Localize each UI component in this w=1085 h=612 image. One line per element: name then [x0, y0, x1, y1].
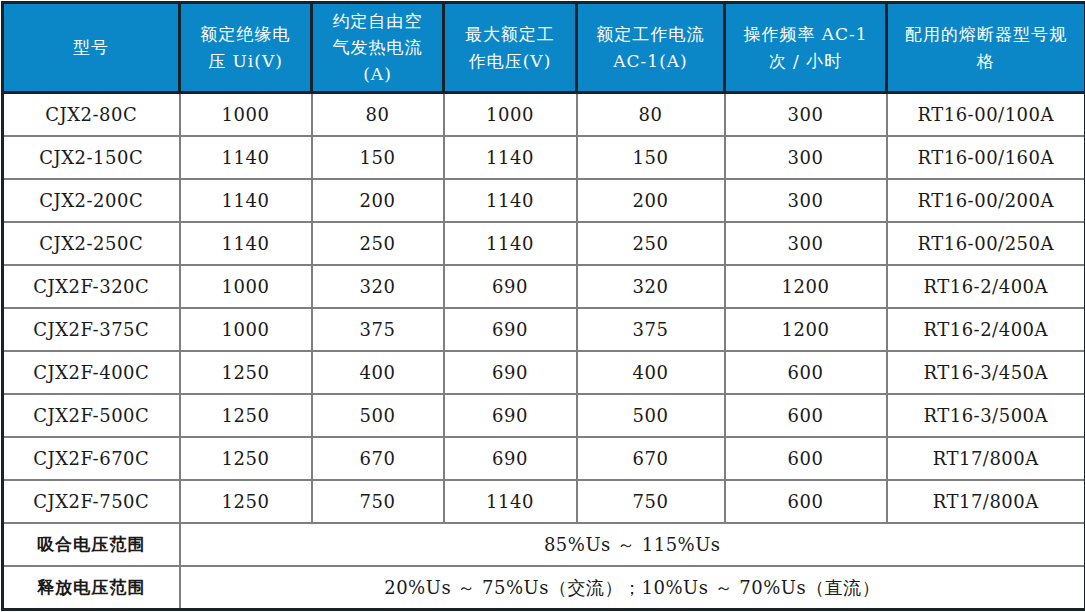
- value-cell: 1000: [180, 265, 312, 308]
- value-cell: 1250: [180, 437, 312, 480]
- value-cell: 375: [312, 308, 444, 351]
- table-row: CJX2-250C11402501140250300RT16-00/250A: [3, 222, 1085, 265]
- contactor-spec-table: 型号 额定绝缘电压 Ui(V) 约定自由空气发热电流(A) 最大额定工作电压(V…: [1, 1, 1085, 611]
- value-cell: 200: [312, 179, 444, 222]
- model-cell: CJX2-250C: [3, 222, 180, 265]
- value-cell: 690: [444, 394, 577, 437]
- model-cell: CJX2-200C: [3, 179, 180, 222]
- value-cell: 690: [444, 437, 577, 480]
- value-cell: RT16-00/250A: [887, 222, 1085, 265]
- value-cell: 250: [312, 222, 444, 265]
- value-cell: 80: [577, 93, 725, 136]
- table-row: CJX2F-320C10003206903201200RT16-2/400A: [3, 265, 1085, 308]
- value-cell: 400: [312, 351, 444, 394]
- value-cell: RT16-2/400A: [887, 265, 1085, 308]
- value-cell: 80: [312, 93, 444, 136]
- value-cell: 600: [725, 480, 887, 523]
- value-cell: 1250: [180, 394, 312, 437]
- value-cell: 600: [725, 437, 887, 480]
- pickup-voltage-label: 吸合电压范围: [3, 523, 180, 566]
- model-cell: CJX2-80C: [3, 93, 180, 136]
- table-row: CJX2F-400C1250400690400600RT16-3/450A: [3, 351, 1085, 394]
- table-row: CJX2F-500C1250500690500600RT16-3/500A: [3, 394, 1085, 437]
- value-cell: 375: [577, 308, 725, 351]
- value-cell: 1000: [180, 93, 312, 136]
- value-cell: 300: [725, 93, 887, 136]
- value-cell: RT16-00/160A: [887, 136, 1085, 179]
- col-header-conventional-free-air-thermal-current: 约定自由空气发热电流(A): [312, 3, 444, 93]
- value-cell: 400: [577, 351, 725, 394]
- value-cell: 1140: [444, 480, 577, 523]
- table-row: CJX2-80C100080100080300RT16-00/100A: [3, 93, 1085, 136]
- value-cell: 1140: [444, 136, 577, 179]
- value-cell: 250: [577, 222, 725, 265]
- value-cell: RT16-3/450A: [887, 351, 1085, 394]
- value-cell: 1140: [180, 222, 312, 265]
- release-voltage-row: 释放电压范围 20%Us ～ 75%Us（交流）；10%Us ～ 70%Us（直…: [3, 566, 1085, 609]
- release-voltage-value: 20%Us ～ 75%Us（交流）；10%Us ～ 70%Us（直流）: [180, 566, 1085, 609]
- pickup-voltage-row: 吸合电压范围 85%Us ～ 115%Us: [3, 523, 1085, 566]
- value-cell: 690: [444, 265, 577, 308]
- value-cell: 300: [725, 179, 887, 222]
- value-cell: 750: [577, 480, 725, 523]
- model-cell: CJX2F-670C: [3, 437, 180, 480]
- value-cell: 600: [725, 394, 887, 437]
- value-cell: 1140: [180, 179, 312, 222]
- value-cell: 690: [444, 351, 577, 394]
- table-row: CJX2-150C11401501140150300RT16-00/160A: [3, 136, 1085, 179]
- model-cell: CJX2F-750C: [3, 480, 180, 523]
- model-cell: CJX2F-500C: [3, 394, 180, 437]
- table-footer: 吸合电压范围 85%Us ～ 115%Us 释放电压范围 20%Us ～ 75%…: [3, 523, 1085, 609]
- value-cell: 1250: [180, 480, 312, 523]
- value-cell: 600: [725, 351, 887, 394]
- value-cell: 670: [312, 437, 444, 480]
- value-cell: 1200: [725, 265, 887, 308]
- value-cell: 1250: [180, 351, 312, 394]
- value-cell: 500: [312, 394, 444, 437]
- value-cell: 500: [577, 394, 725, 437]
- value-cell: 1140: [180, 136, 312, 179]
- value-cell: 690: [444, 308, 577, 351]
- model-cell: CJX2F-375C: [3, 308, 180, 351]
- header-row: 型号 额定绝缘电压 Ui(V) 约定自由空气发热电流(A) 最大额定工作电压(V…: [3, 3, 1085, 93]
- value-cell: 1200: [725, 308, 887, 351]
- release-voltage-label: 释放电压范围: [3, 566, 180, 609]
- value-cell: 1140: [444, 222, 577, 265]
- value-cell: 300: [725, 136, 887, 179]
- contactor-spec-page: 型号 额定绝缘电压 Ui(V) 约定自由空气发热电流(A) 最大额定工作电压(V…: [0, 0, 1085, 612]
- value-cell: 750: [312, 480, 444, 523]
- model-cell: CJX2F-400C: [3, 351, 180, 394]
- table-row: CJX2F-670C1250670690670600RT17/800A: [3, 437, 1085, 480]
- value-cell: 200: [577, 179, 725, 222]
- value-cell: 670: [577, 437, 725, 480]
- model-cell: CJX2F-320C: [3, 265, 180, 308]
- table-body: CJX2-80C100080100080300RT16-00/100ACJX2-…: [3, 93, 1085, 524]
- value-cell: 1000: [180, 308, 312, 351]
- value-cell: 1140: [444, 179, 577, 222]
- pickup-voltage-value: 85%Us ～ 115%Us: [180, 523, 1085, 566]
- table-row: CJX2F-750C12507501140750600RT17/800A: [3, 480, 1085, 523]
- table-row: CJX2F-375C10003756903751200RT16-2/400A: [3, 308, 1085, 351]
- value-cell: 320: [577, 265, 725, 308]
- col-header-operating-frequency: 操作频率 AC-1 次 / 小时: [725, 3, 887, 93]
- value-cell: RT17/800A: [887, 480, 1085, 523]
- value-cell: RT17/800A: [887, 437, 1085, 480]
- value-cell: RT16-2/400A: [887, 308, 1085, 351]
- value-cell: RT16-00/100A: [887, 93, 1085, 136]
- value-cell: RT16-00/200A: [887, 179, 1085, 222]
- value-cell: 1000: [444, 93, 577, 136]
- value-cell: RT16-3/500A: [887, 394, 1085, 437]
- model-cell: CJX2-150C: [3, 136, 180, 179]
- value-cell: 150: [312, 136, 444, 179]
- table-row: CJX2-200C11402001140200300RT16-00/200A: [3, 179, 1085, 222]
- col-header-matching-fuse-model: 配用的熔断器型号规格: [887, 3, 1085, 93]
- value-cell: 320: [312, 265, 444, 308]
- value-cell: 300: [725, 222, 887, 265]
- col-header-rated-operational-current: 额定工作电流 AC-1(A): [577, 3, 725, 93]
- col-header-model: 型号: [3, 3, 180, 93]
- col-header-max-rated-operational-voltage: 最大额定工作电压(V): [444, 3, 577, 93]
- value-cell: 150: [577, 136, 725, 179]
- col-header-rated-insulation-voltage: 额定绝缘电压 Ui(V): [180, 3, 312, 93]
